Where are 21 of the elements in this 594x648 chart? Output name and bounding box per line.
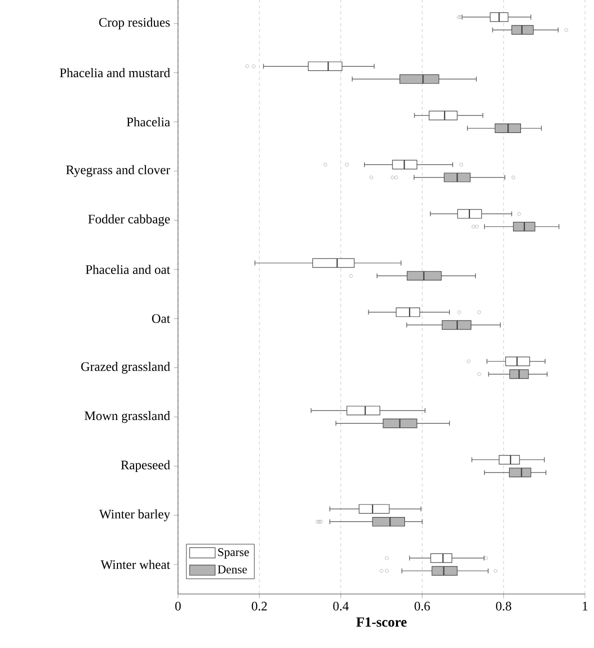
y-tick-label: Grazed grassland [81,362,170,374]
x-tick-label: 0.2 [252,602,267,611]
y-tick-label: Phacelia and mustard [60,68,170,78]
x-axis-title: F1-score [356,617,407,627]
x-tick-label: 0.6 [414,602,430,611]
y-tick-label: Phacelia and oat [86,264,170,274]
y-tick-label: Winter wheat [100,560,170,570]
y-tick-label: Rapeseed [120,460,170,472]
y-tick-label: Phacelia [126,117,170,126]
y-tick-label: Mown grassland [84,411,170,423]
y-tick-label: Winter barley [99,509,170,522]
x-tick-label: 0.8 [496,602,512,611]
legend-label: Sparse [218,548,249,559]
y-tick-label: Ryegrass and clover [66,165,170,177]
y-tick-label: Oat [152,314,170,323]
x-tick-label: 0 [175,602,181,611]
y-tick-label: Fodder cabbage [88,214,170,226]
y-tick-label: Crop residues [99,18,170,30]
legend-label: Dense [218,565,247,574]
x-tick-label: 1 [582,602,588,610]
x-tick-label: 0.4 [333,602,349,611]
